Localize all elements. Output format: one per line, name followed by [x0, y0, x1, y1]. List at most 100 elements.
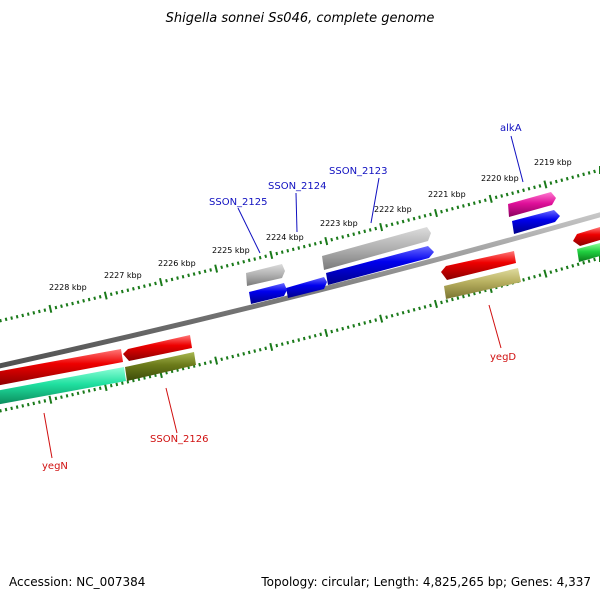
- scale-tick: [148, 283, 152, 287]
- scale-tick: [472, 201, 476, 205]
- scale-tick: [236, 261, 240, 265]
- scale-tick: [412, 216, 416, 221]
- scale-tick: [225, 264, 229, 268]
- scale-tick: [38, 400, 41, 404]
- gene-SSON_2126-feature[interactable]: [125, 352, 196, 381]
- scale-tick: [363, 229, 367, 234]
- gene-label-yegD[interactable]: yegD: [490, 352, 516, 363]
- scale-tick: [48, 395, 53, 404]
- scale-tick: [302, 244, 306, 249]
- scale-tick: [291, 339, 295, 344]
- scale-tick: [522, 188, 525, 193]
- gene-left-long-red-feature[interactable]: [0, 349, 123, 386]
- scale-tick: [401, 219, 405, 224]
- tick-labels: 2219 kbp 2220 kbp 2221 kbp 2222 kbp 2223…: [49, 158, 572, 292]
- scale-tick: [286, 248, 290, 253]
- scale-tick: [324, 236, 329, 246]
- scale-tick: [538, 273, 542, 277]
- scale-tick: [390, 222, 394, 227]
- scale-tick: [82, 390, 85, 394]
- scale-tick: [429, 303, 432, 308]
- scale-tick: [54, 305, 58, 310]
- gene-SSON_2123-feature[interactable]: [322, 227, 431, 270]
- scale-tick: [220, 357, 224, 362]
- scale-tick: [98, 386, 102, 391]
- cds-SSON_2123-feature[interactable]: [326, 246, 434, 285]
- scale-tick: [527, 186, 531, 191]
- scale-tick: [38, 309, 41, 314]
- gene-label-SSON_2126[interactable]: SSON_2126: [150, 434, 209, 445]
- scale-tick: [253, 257, 257, 261]
- scale-tick: [357, 230, 361, 235]
- scale-tick: [231, 262, 235, 267]
- scale-tick: [203, 361, 207, 366]
- gene-yegD-feature[interactable]: [441, 251, 516, 280]
- scale-tick: [0, 318, 2, 323]
- scale-tick: [385, 223, 388, 228]
- scale-tick: [308, 335, 312, 339]
- outer-tick-ring: [0, 166, 600, 323]
- gene-alkA-feature[interactable]: [508, 192, 556, 217]
- scale-tick: [576, 262, 580, 267]
- scale-tick: [440, 300, 443, 305]
- scale-tick: [330, 329, 334, 334]
- gene-label-SSON_2125[interactable]: SSON_2125: [209, 197, 268, 208]
- cds-SSON_2125-feature[interactable]: [249, 283, 287, 304]
- scale-tick: [522, 278, 525, 282]
- scale-tick: [582, 260, 586, 265]
- scale-tick: [154, 281, 157, 286]
- accession-text: Accession: NC_007384: [9, 575, 146, 589]
- scale-tick: [43, 399, 47, 403]
- cds-alkA-feature[interactable]: [512, 210, 560, 234]
- gene-SSON_2124-feature[interactable]: [286, 277, 327, 298]
- gene-left-red-feature[interactable]: [123, 335, 192, 361]
- edge-green-feature[interactable]: [577, 243, 600, 262]
- scale-tick: [418, 306, 421, 311]
- gene-label-SSON_2123[interactable]: SSON_2123: [329, 166, 388, 177]
- scale-tick: [4, 317, 8, 322]
- gene-label-SSON_2124[interactable]: SSON_2124: [268, 181, 327, 192]
- cds-yegD-feature[interactable]: [444, 268, 521, 299]
- scale-tick: [65, 394, 69, 398]
- leader-SSON_2126: [165, 387, 178, 434]
- label-leaders: [43, 135, 524, 459]
- gene-label-alkA[interactable]: alkA: [500, 123, 522, 134]
- scale-tick: [65, 303, 69, 307]
- scale-tick: [341, 326, 345, 331]
- scale-tick: [533, 185, 536, 190]
- scale-tick: [76, 391, 80, 396]
- tick-label: 2219 kbp: [534, 158, 572, 167]
- scale-tick: [396, 221, 399, 225]
- scale-tick: [511, 191, 514, 195]
- gene-label-yegN[interactable]: yegN: [42, 461, 68, 472]
- scale-tick: [159, 277, 163, 287]
- scale-tick: [576, 174, 580, 178]
- forward-strand-features: [246, 192, 600, 304]
- scale-tick: [330, 237, 334, 242]
- scale-tick: [258, 347, 262, 352]
- scale-tick: [582, 172, 585, 177]
- tick-label: 2223 kbp: [320, 219, 358, 228]
- scale-tick: [247, 350, 251, 355]
- scale-tick: [280, 250, 284, 254]
- scale-tick: [115, 291, 119, 295]
- scale-tick: [467, 293, 471, 297]
- scale-tick: [269, 250, 274, 260]
- scale-tick: [374, 318, 378, 322]
- inner-tick-ring: [0, 254, 600, 413]
- scale-tick: [587, 171, 591, 175]
- edge-red-feature[interactable]: [573, 227, 600, 246]
- scale-tick: [93, 296, 97, 301]
- scale-tick: [143, 284, 146, 288]
- gene-SSON_2125-feature[interactable]: [246, 264, 285, 286]
- scale-tick: [209, 360, 212, 364]
- scale-tick: [313, 333, 317, 338]
- scale-tick: [538, 184, 542, 188]
- leader-alkA: [510, 135, 524, 183]
- scale-tick: [434, 208, 438, 218]
- scale-tick: [396, 312, 399, 317]
- gene-yegN-feature[interactable]: [0, 367, 126, 405]
- scale-tick: [543, 180, 548, 189]
- scale-tick: [488, 194, 493, 203]
- scale-tick: [32, 401, 36, 406]
